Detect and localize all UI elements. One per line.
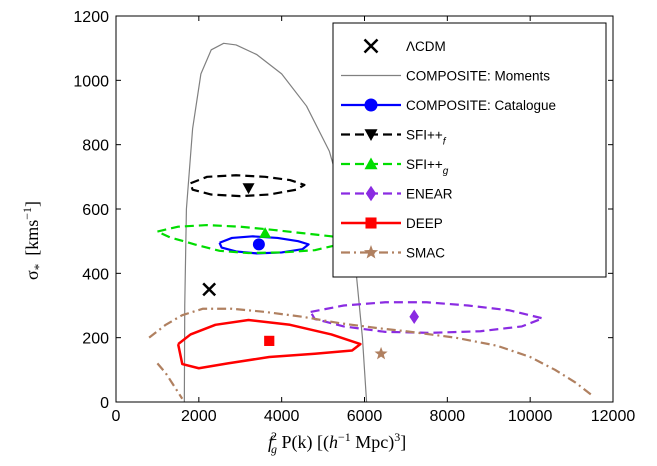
legend: ΛCDM COMPOSITE: Moments COMPOSITE: Catalog… [332,22,607,278]
x-tick-label-4: 8000 [430,408,466,425]
legend-label-0: ΛCDM [406,39,446,54]
legend-label-2: COMPOSITE: Catalogue [406,98,556,113]
y-tick-label-6: 1200 [73,9,109,26]
legend-marker-6 [365,217,377,229]
legend-items: ΛCDM COMPOSITE: Moments COMPOSITE: Catalog… [341,38,556,261]
legend-label-4: SFI++g [406,157,449,177]
legend-marker-4 [364,157,378,170]
series-5-point [409,309,419,324]
x-tick-label-6: 12000 [591,408,636,425]
xlabel-close: ] [400,432,406,452]
xlabel-g-sub: g [271,442,277,456]
ylabel-minus1: −1 [20,207,34,220]
series-0-point [202,282,217,297]
x-tick-label-2: 4000 [264,408,300,425]
x-tick-label-1: 2000 [181,408,217,425]
y-tick-label-5: 1000 [73,73,109,90]
ylabel-star: * [31,264,46,271]
xlabel-f: f [268,432,276,452]
xlabel-minus1: −1 [338,430,351,444]
legend-marker-5 [365,185,377,202]
xlabel-sq: 2 [271,429,277,443]
series-6-contour [176,318,362,370]
y-tick-label-0: 0 [100,395,109,412]
ylabel-kms: [kms [22,220,42,256]
y-tick-label-1: 200 [82,331,109,348]
marker-layer [202,183,419,360]
x-tick-label-5: 10000 [508,408,553,425]
series-7-point [374,346,388,360]
legend-box [332,22,607,278]
y-tick-label-4: 800 [82,138,109,155]
y-tick-label-3: 600 [82,202,109,219]
legend-label-5: ENEAR [406,187,453,202]
xlabel-mpc: Mpc) [351,432,395,453]
legend-label-3: SFI++f [406,128,447,148]
xlabel-h: h [329,432,338,452]
series-6-point [264,335,275,346]
legend-marker-0 [363,38,379,54]
series-7-contour [148,307,593,397]
legend-label-1: COMPOSITE: Moments [406,69,550,84]
series-7-contour2 [156,362,184,400]
x-tick-label-3: 6000 [347,408,383,425]
legend-label-7: SMAC [406,246,445,261]
series-5-contour [309,301,544,334]
series-3-point [242,183,255,195]
xlabel-rest: P(k) [( [277,432,329,453]
series-4-point [259,227,272,238]
legend-marker-2 [364,98,378,112]
legend-marker-3 [364,129,378,141]
series-3-contour [189,174,306,198]
series-2-point [252,238,265,251]
x-axis-label: fg2 P(k) [(h−1 Mpc)3] [268,429,406,456]
x-tick-label-0: 0 [112,408,121,425]
y-tick-label-2: 400 [82,266,109,283]
ticks-layer: 0 2000 4000 6000 8000 10000 12000 0 200 400 600 800… [73,9,635,425]
ylabel-sigma: σ [22,270,42,280]
y-axis-label: σ* [kms−1] [20,201,46,280]
ylabel-close: ] [22,201,42,207]
xlabel-cube: 3 [394,430,400,444]
legend-label-6: DEEP [406,216,443,231]
legend-marker-7 [363,245,379,259]
